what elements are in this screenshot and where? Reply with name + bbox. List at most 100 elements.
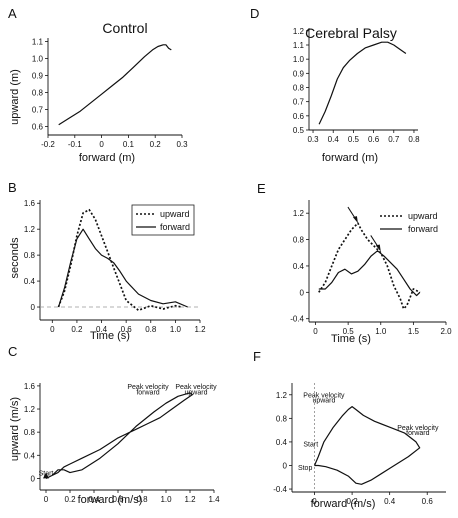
panel-a: -0.2 -0.1 0 0.1 0.2 0.3 0.6 0.7 0.8 0.9 1.0 1.1	[32, 37, 188, 149]
panel-label-c: C	[8, 344, 17, 359]
panel-b-x-tick-label: 0	[50, 325, 55, 334]
panel-f-annotation: Peak velocity	[303, 393, 345, 400]
panel-c-y-tick-label: 0	[31, 474, 36, 483]
panel-e-x-tick-label: 1.0	[375, 327, 387, 336]
panel-f-y-tick-label: 0.4	[276, 438, 288, 447]
panel-e-y-tick-label: 0.4	[293, 262, 305, 271]
panel-e-series-forward	[318, 250, 421, 297]
panel-c-ylabel: upward (m/s)	[9, 397, 21, 461]
panel-c-x-tick-label: 1.0	[160, 495, 172, 504]
panel-a-y-tick-label: 0.9	[32, 71, 44, 80]
panel-e-legend: upward forward	[378, 207, 440, 237]
panel-f-x-tick-label: 0.6	[422, 497, 434, 506]
panel-f-annotation: forward	[406, 430, 429, 437]
panel-d-y-tick-label: 0.8	[293, 84, 305, 93]
panel-d-y-tick-label: 0.9	[293, 69, 305, 78]
panel-f-xlabel: forward (m/s)	[311, 498, 376, 510]
panel-d-y-tick-label: 0.5	[293, 126, 305, 135]
panel-e-x-tick-label: 0	[313, 327, 318, 336]
panel-f-series-trace	[313, 406, 421, 485]
panel-b-xlabel: Time (s)	[90, 330, 130, 342]
panel-b-y-tick-label: 0.4	[24, 277, 36, 286]
panel-f-annotation: upward	[312, 397, 335, 404]
panel-c-y-tick-label: 1.2	[24, 405, 36, 414]
panel-label-e: E	[257, 181, 266, 196]
panel-e-legend-forward: forward	[408, 224, 438, 234]
panel-b-series-forward	[57, 228, 188, 308]
panel-a-x-tick-label: 0.1	[123, 140, 135, 149]
panel-d-x-tick-label: 0.6	[368, 135, 380, 144]
panel-c-y-tick-label: 1.6	[24, 382, 36, 391]
panel-d-y-tick-label: 0.7	[293, 98, 305, 107]
panel-c-y-tick-label: 0.8	[24, 428, 36, 437]
panel-d-x-tick-label: 0.4	[328, 135, 340, 144]
panel-f-annotation: Peak velocity	[397, 425, 439, 432]
panel-f-y-tick-label: -0.4	[273, 485, 287, 494]
panel-b-x-tick-label: 1.0	[170, 325, 182, 334]
panel-a-y-tick-label: 1.0	[32, 54, 44, 63]
panel-a-x-tick-label: 0.2	[150, 140, 162, 149]
panel-a-y-tick-label: 0.8	[32, 88, 44, 97]
panel-c-annotation: forward	[136, 390, 159, 397]
panel-c-x-tick-label: 0.8	[136, 495, 148, 504]
panel-c-series-trace	[45, 392, 193, 479]
panel-d-y-tick-label: 1.2	[293, 27, 305, 36]
panel-d-x-tick-label: 0.7	[388, 135, 400, 144]
panel-e-x-tick-label: 1.5	[408, 327, 420, 336]
panel-b-ylabel: seconds	[9, 237, 21, 278]
panel-d-series-trace	[318, 41, 407, 125]
panel-e-arrowhead	[375, 244, 381, 252]
panel-label-b: B	[8, 180, 17, 195]
panel-e-y-tick-label: -0.4	[290, 315, 304, 324]
panel-label-f: F	[253, 349, 261, 364]
panel-c-annotation: Peak velocity	[175, 384, 217, 391]
panel-c: 00.20.40.60.81.01.21.400.40.81.21.6Start…	[24, 382, 220, 504]
panel-a-x-tick-label: 0.3	[176, 140, 188, 149]
panel-f-annotation: Stop	[298, 465, 313, 472]
panel-f: 0 0.2 0.4 0.6-0.400.40.81.2 Peak velocityupw…	[273, 383, 446, 506]
panel-d-xlabel: forward (m)	[322, 152, 378, 164]
panel-label-a: A	[8, 6, 17, 21]
panel-f-x-tick-label: 0	[312, 497, 317, 506]
panel-a-ylabel: upward (m)	[9, 69, 21, 125]
panel-e-x-tick-label: 0.5	[343, 327, 355, 336]
panel-a-x-tick-label: -0.1	[68, 140, 82, 149]
panel-b-x-tick-label: 1.2	[194, 325, 206, 334]
panel-e: 0 0.5 1.0 1.5 2.0 -0.4 0 0.4 0.8 1.2	[290, 200, 452, 336]
panel-c-x-tick-label: 0	[44, 495, 49, 504]
panel-c-start-marker	[43, 472, 49, 479]
panel-e-y-tick-label: 1.2	[293, 209, 305, 218]
panel-a-x-tick-label: -0.2	[41, 140, 55, 149]
panel-f-y-tick-label: 0	[283, 461, 288, 470]
panel-b-legend-box	[131, 204, 195, 236]
panel-a-xlabel: forward (m)	[79, 152, 135, 164]
panel-d-x-tick-label: 0.8	[408, 135, 420, 144]
panel-f-x-tick-label: 0.2	[347, 497, 359, 506]
panel-a-series-trace	[58, 44, 172, 126]
panel-d-x-tick-label: 0.3	[307, 135, 319, 144]
panel-f-x-tick-label: 0.4	[384, 497, 396, 506]
panel-d-y-tick-label: 0.6	[293, 112, 305, 121]
panel-c-x-tick-label: 0.4	[88, 495, 100, 504]
panel-e-xlabel: Time (s)	[331, 333, 371, 345]
panel-e-legend-upward: upward	[408, 211, 438, 221]
panel-e-legend-box	[378, 207, 440, 237]
panel-b-x-tick-label: 0.2	[71, 325, 83, 334]
panel-e-y-tick-label: 0	[300, 288, 305, 297]
panel-label-d: D	[250, 6, 259, 21]
panel-c-x-tick-label: 0.2	[64, 495, 76, 504]
panel-f-annotation: Start	[303, 442, 318, 449]
panel-c-x-tick-label: 1.4	[208, 495, 220, 504]
panel-e-arrowhead	[352, 216, 358, 224]
panel-b-x-tick-label: 0.8	[145, 325, 157, 334]
panel-d-y-tick-label: 1.1	[293, 41, 305, 50]
panel-b-legend: upward forward	[131, 204, 195, 236]
panel-c-x-tick-label: 0.6	[112, 495, 124, 504]
panel-b-x-tick-label: 0.6	[121, 325, 133, 334]
panel-d-x-tick-label: 0.5	[348, 135, 360, 144]
panel-e-series-upward	[318, 222, 421, 310]
panel-a-title: Control	[102, 20, 147, 36]
panel-f-y-tick-label: 1.2	[276, 391, 288, 400]
panel-a-y-tick-label: 0.6	[32, 122, 44, 131]
panel-d-title: Cerebral Palsy	[305, 25, 397, 41]
